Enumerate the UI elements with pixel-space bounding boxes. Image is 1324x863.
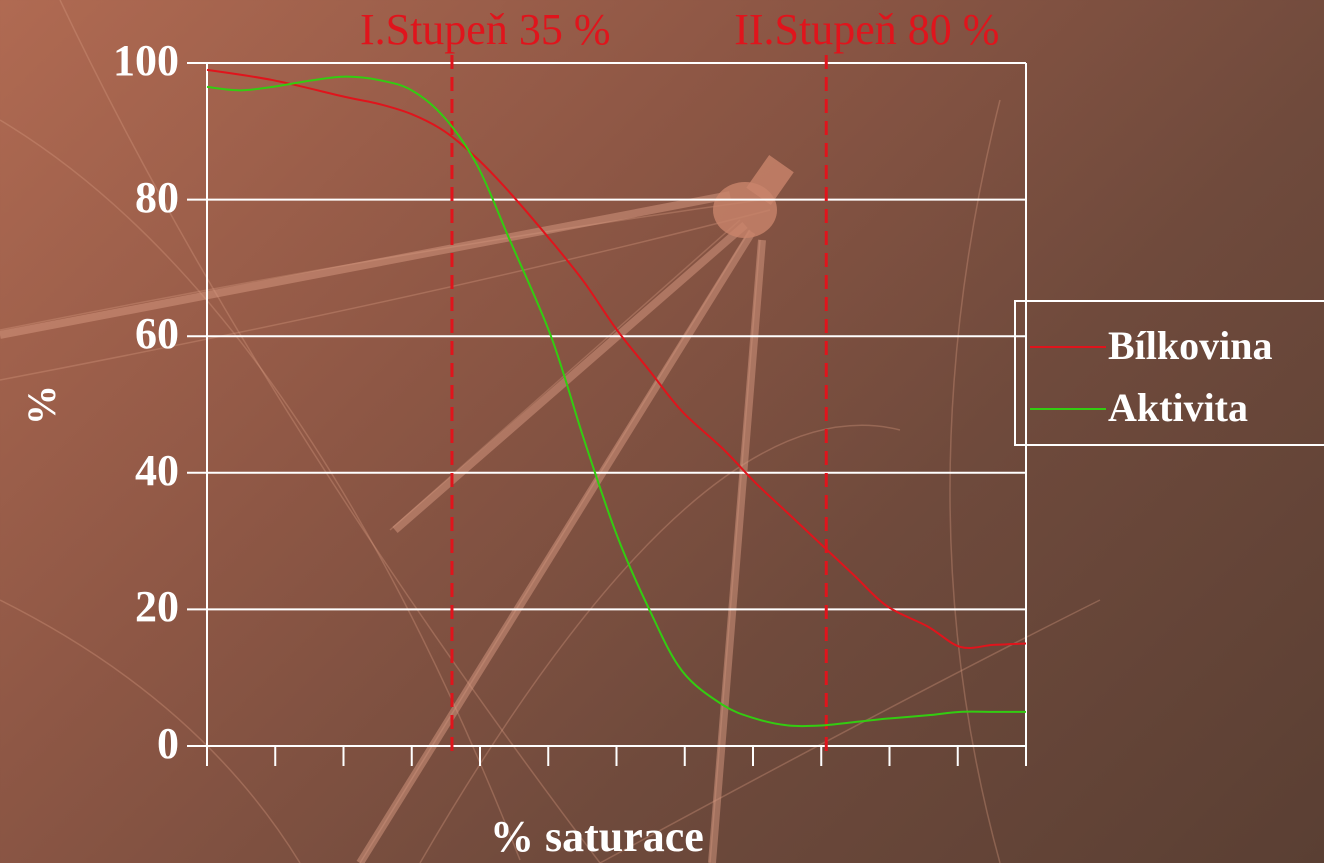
x-axis-ticks bbox=[206, 746, 1027, 766]
stage-markers bbox=[450, 55, 828, 756]
y-tick-label-20: 20 bbox=[135, 582, 179, 632]
legend-item-aktivita: Aktivita bbox=[1016, 384, 1324, 434]
legend-label-bilkovina: Bílkovina bbox=[1108, 323, 1273, 368]
y-axis-label: % bbox=[19, 385, 64, 425]
stage-marker-label-1: II.Stupeň 80 % bbox=[734, 5, 1000, 54]
series-line-aktivita bbox=[206, 75, 1026, 728]
axes bbox=[206, 63, 1027, 747]
legend-swatch-aktivita bbox=[1030, 408, 1106, 410]
x-axis-label: % saturace bbox=[490, 812, 704, 861]
legend: Bílkovina Aktivita bbox=[1014, 300, 1324, 446]
gridlines bbox=[187, 62, 1026, 747]
series-line-bílkovina bbox=[206, 68, 1027, 650]
series-lines bbox=[206, 68, 1027, 728]
y-tick-label-80: 80 bbox=[135, 172, 179, 222]
legend-swatch-bilkovina bbox=[1030, 346, 1106, 348]
decorative-knob bbox=[713, 155, 794, 238]
legend-label-aktivita: Aktivita bbox=[1108, 385, 1248, 430]
stage-marker-label-0: I.Stupeň 35 % bbox=[359, 5, 611, 54]
y-tick-label-60: 60 bbox=[135, 309, 179, 359]
y-tick-label-100: 100 bbox=[113, 36, 179, 85]
y-tick-label-40: 40 bbox=[135, 445, 179, 495]
legend-item-bilkovina: Bílkovina bbox=[1016, 322, 1324, 372]
y-tick-label-0: 0 bbox=[157, 719, 179, 768]
